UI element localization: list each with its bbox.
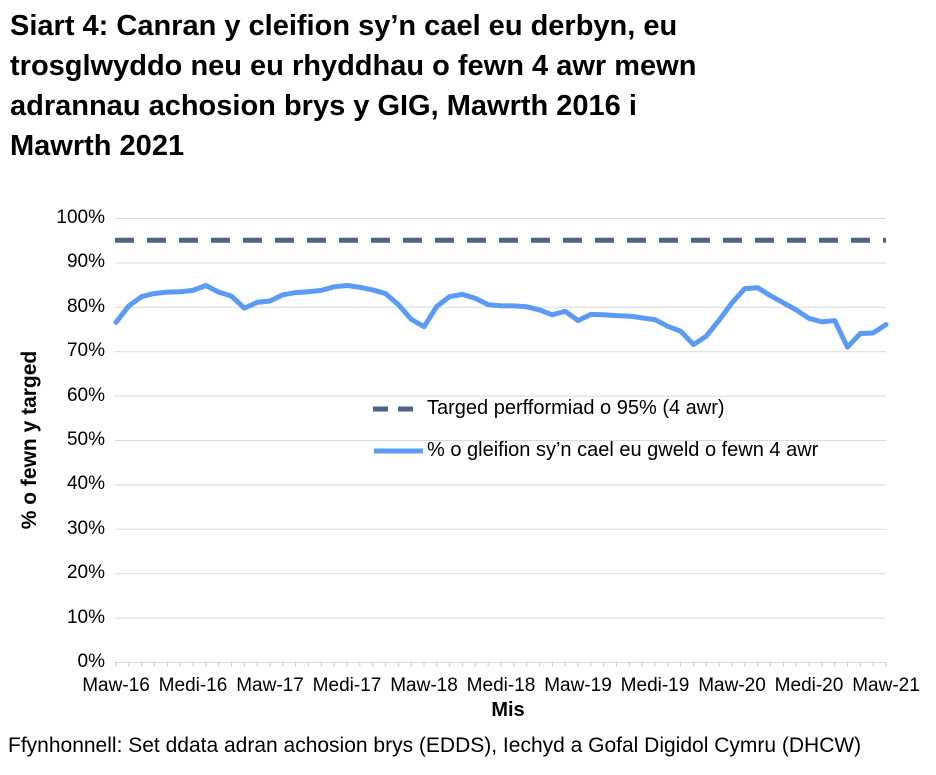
chart-title-line: adrannau achosion brys y GIG, Mawrth 201… bbox=[10, 90, 637, 122]
y-tick-label: 100% bbox=[56, 207, 105, 228]
target-dashed-line-swatch bbox=[373, 406, 415, 411]
performance-line bbox=[113, 282, 889, 350]
legend-label-target: Targed perfformiad o 95% (4 awr) bbox=[427, 397, 725, 419]
x-tick-label: Medi-18 bbox=[466, 675, 536, 696]
chart-title-line: Mawrth 2021 bbox=[10, 130, 185, 162]
chart-title: Siart 4: Canran y cleifion sy’n cael eu … bbox=[10, 6, 920, 166]
y-tick-label: 90% bbox=[66, 251, 105, 273]
x-tick-label: Maw-20 bbox=[698, 675, 766, 696]
legend-item-performance: % o gleifion sy’n cael eu gweld o fewn 4… bbox=[373, 439, 818, 462]
x-tick-label: Medi-16 bbox=[158, 675, 228, 696]
y-tick-label: 20% bbox=[66, 562, 105, 584]
legend-item-target: Targed perfformiad o 95% (4 awr) bbox=[372, 397, 725, 420]
x-tick-label: Medi-17 bbox=[312, 675, 382, 696]
y-tick-label: 70% bbox=[66, 340, 105, 362]
y-tick-label: 50% bbox=[66, 429, 105, 450]
y-tick-label: 60% bbox=[66, 384, 105, 406]
x-tick-label: Maw-16 bbox=[82, 675, 150, 696]
y-tick-label: 0% bbox=[77, 651, 105, 672]
legend-label-performance: % o gleifion sy’n cael eu gweld o fewn 4… bbox=[427, 439, 819, 461]
y-tick-label: 40% bbox=[66, 473, 105, 495]
performance-solid-line-swatch bbox=[374, 448, 423, 453]
x-tick-label: Maw-18 bbox=[390, 675, 458, 696]
y-tick-label: 80% bbox=[66, 295, 105, 317]
chart-title-line: trosglwyddo neu eu rhyddhau o fewn 4 awr… bbox=[10, 50, 697, 82]
chart-title-line: Siart 4: Canran y cleifion sy’n cael eu … bbox=[10, 10, 678, 42]
x-axis-title: Mis bbox=[491, 699, 525, 721]
y-tick-label: 30% bbox=[66, 517, 105, 539]
x-tick-label: Medi-19 bbox=[620, 675, 690, 696]
x-tick-label: Maw-19 bbox=[544, 675, 612, 696]
x-tick-label: Medi-20 bbox=[774, 675, 844, 696]
x-tick-label: Maw-17 bbox=[236, 675, 304, 696]
y-tick-label: 10% bbox=[66, 606, 105, 628]
x-tick-label: Maw-21 bbox=[852, 675, 920, 696]
source-note: Ffynhonnell: Set ddata adran achosion br… bbox=[8, 734, 862, 757]
